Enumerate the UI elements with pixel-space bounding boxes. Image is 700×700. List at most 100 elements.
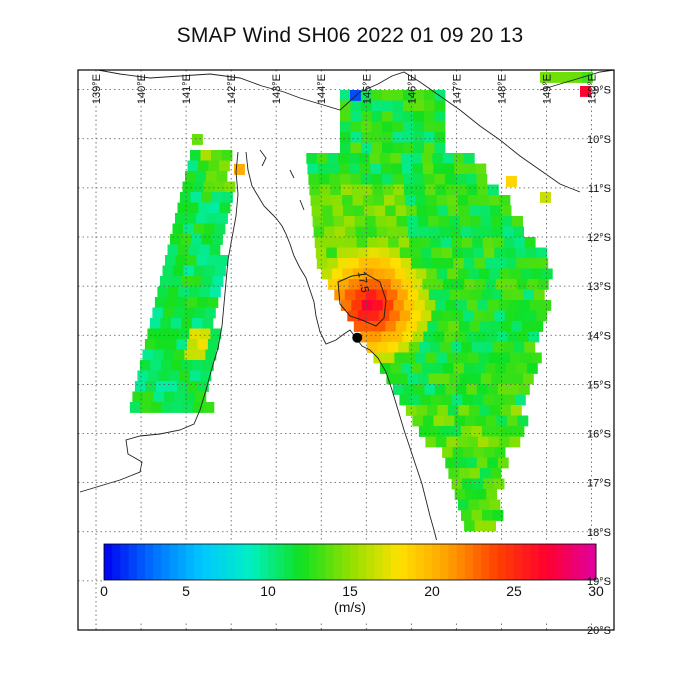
- wind-cell: [455, 174, 467, 185]
- wind-cell: [509, 436, 521, 448]
- wind-cell: [201, 192, 212, 203]
- wind-cell: [482, 237, 494, 248]
- wind-cell: [397, 226, 409, 238]
- wind-cell: [454, 331, 466, 343]
- colorbar-swatch: [227, 544, 236, 580]
- wind-cell: [442, 447, 453, 458]
- wind-cell: [400, 153, 412, 164]
- wind-cell: [479, 205, 491, 217]
- wind-cell: [444, 174, 456, 185]
- wind-cell: [499, 268, 511, 280]
- wind-cell: [187, 160, 199, 172]
- colorbar-swatch: [563, 544, 572, 580]
- colorbar-swatch: [284, 544, 294, 580]
- wind-cell: [433, 163, 445, 175]
- wind-cell: [189, 328, 201, 340]
- longitude-label: 142°E: [226, 74, 238, 104]
- wind-cell: [452, 310, 464, 322]
- wind-cell: [448, 468, 460, 479]
- wind-cell: [415, 268, 427, 280]
- wind-cell: [461, 510, 472, 521]
- wind-cell: [363, 195, 374, 206]
- wind-cell: [448, 205, 459, 217]
- wind-cell: [442, 258, 454, 269]
- wind-cell: [204, 265, 216, 277]
- wind-cell: [432, 258, 444, 269]
- colorbar-swatch: [481, 544, 490, 580]
- wind-cell: [323, 216, 334, 227]
- wind-cell: [406, 321, 418, 332]
- wind-cell: [321, 268, 333, 280]
- wind-cell: [381, 174, 393, 185]
- wind-cell: [494, 247, 506, 259]
- coastline-gulf: [79, 151, 239, 493]
- wind-cell: [351, 184, 363, 196]
- wind-cell: [531, 268, 543, 280]
- wind-cell: [508, 300, 520, 311]
- wind-cell: [331, 195, 343, 206]
- wind-cell: [536, 247, 548, 259]
- wind-cell: [462, 247, 474, 259]
- wind-cell: [407, 216, 418, 227]
- wind-cell: [527, 279, 539, 290]
- wind-cell: [370, 163, 382, 175]
- wind-cell: [414, 300, 426, 311]
- wind-cell: [394, 352, 406, 364]
- wind-cell: [497, 457, 509, 469]
- wind-cell: [200, 150, 212, 161]
- wind-cell: [372, 300, 384, 311]
- wind-cell: [382, 111, 393, 122]
- wind-cell: [371, 90, 383, 101]
- wind-cell: [443, 415, 455, 427]
- wind-cell: [492, 426, 504, 437]
- wind-cell: [332, 205, 344, 217]
- wind-cell: [350, 100, 362, 112]
- wind-cell: [201, 234, 213, 245]
- wind-cell: [468, 268, 480, 280]
- wind-cell: [434, 132, 446, 143]
- wind-cell: [319, 184, 331, 196]
- colorbar-swatch: [473, 544, 482, 580]
- wind-cell: [516, 363, 528, 374]
- colorbar-tick-labels: 0 5 10 15 20 25 30: [100, 583, 604, 599]
- wind-cell: [477, 300, 489, 311]
- wind-cell: [427, 205, 438, 217]
- wind-cell: [437, 405, 449, 416]
- wind-cell: [473, 310, 485, 322]
- longitude-label: 145°E: [361, 74, 373, 104]
- wind-cell: [495, 363, 507, 374]
- wind-cell: [473, 447, 485, 458]
- wind-cell: [206, 213, 218, 224]
- wind-cell: [478, 499, 490, 511]
- wind-cell: [200, 370, 212, 382]
- wind-cell: [417, 373, 429, 385]
- wind-cell: [424, 90, 435, 101]
- wind-cell: [199, 286, 211, 298]
- wind-cell: [460, 226, 472, 238]
- colorbar-swatch: [538, 544, 548, 580]
- wind-cell: [477, 184, 489, 196]
- wind-cell: [207, 297, 219, 308]
- wind-cell: [375, 216, 387, 227]
- wind-cell: [500, 321, 512, 332]
- wind-cell: [160, 360, 172, 371]
- wind-cell: [503, 342, 515, 353]
- wind-cell: [217, 255, 229, 266]
- wind-cell: [481, 289, 493, 301]
- colorbar-swatch: [325, 544, 335, 580]
- colorbar-swatch: [333, 544, 343, 580]
- wind-cell: [440, 237, 452, 248]
- wind-cell: [462, 478, 473, 490]
- colorbar-swatch: [177, 544, 187, 580]
- wind-cell: [363, 268, 375, 280]
- wind-cell: [460, 426, 472, 437]
- wind-cell: [474, 258, 486, 269]
- wind-cell: [483, 247, 495, 259]
- wind-cell: [385, 205, 396, 217]
- wind-cell: [492, 342, 504, 353]
- wind-cell: [361, 100, 372, 112]
- wind-cell: [471, 426, 483, 437]
- wind-cell: [434, 174, 446, 185]
- wind-cell: [478, 195, 490, 206]
- wind-cell: [464, 415, 476, 427]
